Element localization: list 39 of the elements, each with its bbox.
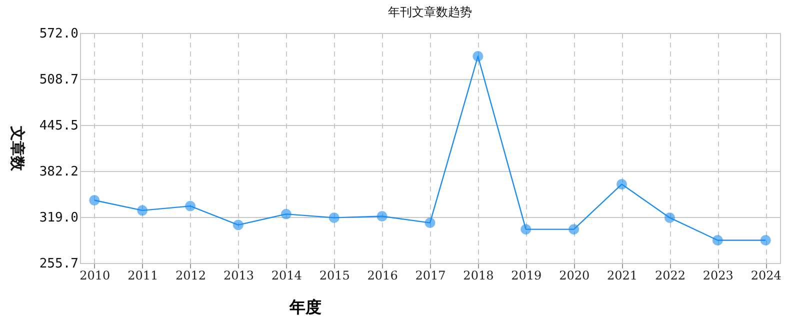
point bbox=[616, 179, 628, 190]
x-tick-label: 2021 bbox=[607, 268, 638, 282]
x-axis-title: 年度 bbox=[288, 298, 322, 316]
x-tick-label: 2011 bbox=[128, 268, 158, 282]
point bbox=[328, 212, 340, 223]
y-axis-title: 文章数 bbox=[8, 125, 26, 172]
point bbox=[760, 235, 771, 246]
y-tick-label: 445.5 bbox=[39, 118, 78, 134]
point bbox=[376, 211, 388, 222]
x-tick-label: 2019 bbox=[511, 268, 542, 282]
x-tick-label: 2018 bbox=[463, 268, 494, 282]
point bbox=[472, 51, 484, 62]
x-tick-label: 2020 bbox=[559, 268, 590, 282]
point bbox=[664, 212, 675, 223]
y-tick-label: 255.7 bbox=[39, 256, 78, 272]
y-tick-label: 572.0 bbox=[39, 26, 78, 42]
x-tick-label: 2017 bbox=[415, 268, 446, 282]
point bbox=[137, 205, 148, 216]
y-tick-label: 508.7 bbox=[39, 72, 78, 88]
x-tick-label: 2015 bbox=[319, 268, 350, 282]
x-tick-label: 2014 bbox=[271, 268, 302, 282]
x-tick-label: 2023 bbox=[702, 268, 734, 282]
y-tick-label: 319.0 bbox=[39, 210, 78, 226]
point bbox=[89, 195, 100, 206]
point bbox=[712, 235, 723, 246]
point bbox=[424, 218, 436, 228]
point bbox=[280, 208, 292, 220]
x-tick-label: 2012 bbox=[176, 268, 206, 282]
x-tick-label: 2013 bbox=[223, 268, 254, 282]
point bbox=[232, 220, 244, 230]
x-tick-label: 2010 bbox=[80, 268, 110, 282]
point bbox=[568, 224, 580, 235]
y-tick-label: 382.2 bbox=[39, 164, 78, 180]
chart-title: 年刊文章数趋势 bbox=[388, 5, 472, 19]
point bbox=[520, 224, 532, 235]
point bbox=[185, 200, 196, 212]
x-tick-label: 2016 bbox=[367, 268, 398, 282]
x-tick-label: 2022 bbox=[654, 268, 686, 282]
x-tick-label: 2024 bbox=[750, 268, 782, 282]
